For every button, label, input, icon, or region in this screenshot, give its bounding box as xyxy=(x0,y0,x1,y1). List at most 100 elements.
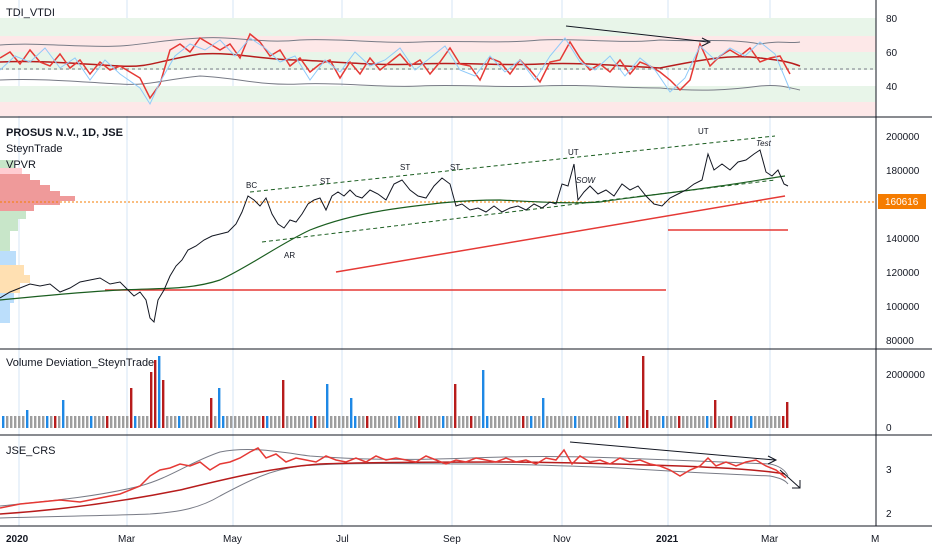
volume-bar xyxy=(582,416,585,428)
volume-bar xyxy=(678,416,681,428)
time-axis[interactable]: 2020 Mar May Jul Sep Nov 2021 Mar M xyxy=(6,534,879,545)
symbol-title[interactable]: PROSUS N.V., 1D, JSE xyxy=(6,127,123,139)
volume-bar xyxy=(410,416,413,428)
volume-bar xyxy=(58,416,61,428)
volume-bar xyxy=(390,416,393,428)
volume-ytick: 0 xyxy=(886,423,892,434)
volume-bar xyxy=(246,416,249,428)
volume-bar xyxy=(210,398,213,428)
volume-bar xyxy=(742,416,745,428)
volume-bar xyxy=(482,370,485,428)
volume-bar xyxy=(394,416,397,428)
volume-bar xyxy=(254,416,257,428)
volume-bar xyxy=(86,416,89,428)
volume-bars xyxy=(2,356,789,428)
volume-panel: Volume Deviation_SteynTrade 2000000 0 xyxy=(2,356,925,434)
tdi-signal-line xyxy=(0,52,801,69)
price-ytick: 180000 xyxy=(886,166,920,177)
volume-bar xyxy=(626,416,629,428)
volume-bar xyxy=(786,402,789,428)
volume-bar xyxy=(350,398,353,428)
annotation-ut: UT xyxy=(698,127,709,136)
crs-title: JSE_CRS xyxy=(6,445,56,457)
volume-bar xyxy=(570,416,573,428)
volume-bar xyxy=(486,416,489,428)
volume-bar xyxy=(62,400,65,428)
tdi-panel: TDI_VTDI 80 60 40 xyxy=(0,7,898,116)
volume-bar xyxy=(686,416,689,428)
volume-bar xyxy=(122,416,125,428)
price-panel: PROSUS N.V., 1D, JSE SteynTrade VPVR BC … xyxy=(0,127,926,347)
volume-bar xyxy=(470,416,473,428)
volume-bar xyxy=(662,416,665,428)
volume-bar xyxy=(402,416,405,428)
indicator-label[interactable]: SteynTrade xyxy=(6,143,62,155)
volume-bar xyxy=(102,416,105,428)
volume-bar xyxy=(238,416,241,428)
annotation-test: Test xyxy=(756,139,772,148)
volume-bar xyxy=(782,416,785,428)
volume-bar xyxy=(778,416,781,428)
volume-bar xyxy=(538,416,541,428)
volume-bar xyxy=(18,416,21,428)
volume-bar xyxy=(290,416,293,428)
volume-bar xyxy=(602,416,605,428)
volume-bar xyxy=(138,416,141,428)
vpvr-label[interactable]: VPVR xyxy=(6,159,36,171)
volume-bar xyxy=(658,416,661,428)
volume-bar xyxy=(274,416,277,428)
x-tick: May xyxy=(223,534,242,545)
price-ytick: 140000 xyxy=(886,234,920,245)
volume-bar xyxy=(242,416,245,428)
volume-bar xyxy=(558,416,561,428)
volume-bar xyxy=(66,416,69,428)
volume-bar xyxy=(518,416,521,428)
volume-bar xyxy=(82,416,85,428)
volume-bar xyxy=(758,416,761,428)
volume-bar xyxy=(362,416,365,428)
volume-bar xyxy=(366,416,369,428)
tdi-ytick: 40 xyxy=(886,82,898,93)
volume-bar xyxy=(326,384,329,428)
volume-bar xyxy=(494,416,497,428)
volume-bar xyxy=(162,380,165,428)
volume-bar xyxy=(702,416,705,428)
volume-bar xyxy=(614,416,617,428)
volume-bar xyxy=(30,416,33,428)
volume-bar xyxy=(430,416,433,428)
volume-bar xyxy=(706,416,709,428)
volume-bar xyxy=(378,416,381,428)
volume-ytick: 2000000 xyxy=(886,370,925,381)
crs-ytick: 3 xyxy=(886,465,892,476)
volume-bar xyxy=(670,416,673,428)
last-price-value: 160616 xyxy=(885,197,919,208)
volume-bar xyxy=(630,416,633,428)
volume-bar xyxy=(330,416,333,428)
volume-bar xyxy=(666,416,669,428)
volume-bar xyxy=(550,416,553,428)
tdi-divergence-arrow xyxy=(565,25,709,43)
volume-bar xyxy=(42,416,45,428)
volume-bar xyxy=(346,416,349,428)
volume-bar xyxy=(474,416,477,428)
volume-bar xyxy=(78,416,81,428)
volume-bar xyxy=(154,360,157,428)
volume-bar xyxy=(166,416,169,428)
volume-bar xyxy=(94,416,97,428)
volume-bar xyxy=(738,416,741,428)
volume-bar xyxy=(762,416,765,428)
volume-bar xyxy=(294,416,297,428)
volume-bar xyxy=(386,416,389,428)
volume-bar xyxy=(578,416,581,428)
volume-bar xyxy=(606,416,609,428)
annotation-st: ST xyxy=(450,163,460,172)
crs-line xyxy=(0,447,787,509)
volume-bar xyxy=(90,416,93,428)
x-tick: Sep xyxy=(443,534,461,545)
volume-title: Volume Deviation_SteynTrade xyxy=(6,357,154,369)
volume-bar xyxy=(586,416,589,428)
volume-bar xyxy=(234,416,237,428)
volume-bar xyxy=(526,416,529,428)
volume-bar xyxy=(178,416,181,428)
